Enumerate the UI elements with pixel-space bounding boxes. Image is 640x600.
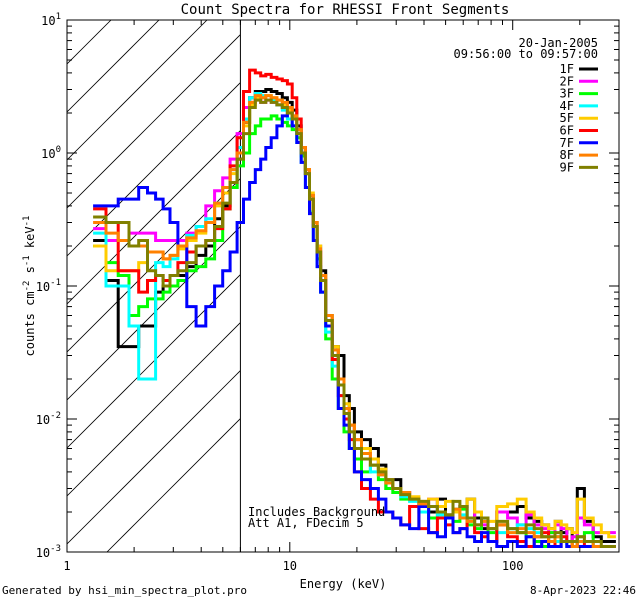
x-axis-label: Energy (keV) [300, 577, 387, 591]
y-tick-label: 10-2 [36, 411, 61, 427]
note-background: Includes Background [248, 505, 385, 519]
series-6f-line [93, 68, 616, 548]
legend-label-1f: 1F [560, 62, 574, 76]
plot-frame [66, 19, 620, 553]
x-axis: 1 10 100 [63, 20, 620, 573]
generation-timestamp: 8-Apr-2023 22:46 [530, 584, 636, 597]
legend-label-9f: 9F [560, 160, 574, 174]
legend-label-7f: 7F [560, 136, 574, 150]
series-1f-line [93, 88, 616, 543]
hatch-line [67, 34, 241, 209]
y-axis-label: counts cm-2 s-1 keV-1 [22, 216, 37, 357]
hatch-line [67, 20, 160, 113]
legend-label-2f: 2F [560, 74, 574, 88]
hatch-line [67, 20, 208, 161]
series-5f-line [93, 94, 616, 539]
legend-label-8f: 8F [560, 148, 574, 162]
legend-label-6f: 6F [560, 124, 574, 138]
note-attenuator: Att A1, FDecim 5 [248, 516, 364, 530]
y-tick-label: 101 [41, 12, 61, 28]
chart-title: Count Spectra for RHESSI Front Segments [181, 2, 510, 18]
legend-label-3f: 3F [560, 87, 574, 101]
legend-label-4f: 4F [560, 99, 574, 113]
y-axis: 10-3 10-2 10-1 100 101 [36, 12, 619, 560]
series-7f-line [93, 111, 616, 548]
x-tick-label: 10 [283, 559, 297, 573]
series-lines [93, 68, 616, 548]
x-tick-label: 1 [63, 559, 70, 573]
hatch-line [67, 274, 241, 449]
generated-by: Generated by hsi_min_spectra_plot.pro [2, 584, 247, 597]
hatch-line [67, 322, 241, 497]
date-label: 20-Jan-2005 [519, 36, 598, 50]
series-2f-line [93, 96, 616, 543]
series-8f-line [93, 94, 616, 548]
legend-label-5f: 5F [560, 111, 574, 125]
y-tick-label: 10-1 [36, 278, 61, 294]
series-4f-line [93, 92, 616, 548]
hatch-line [106, 418, 241, 552]
y-tick-label: 100 [41, 145, 61, 161]
x-tick-label: 100 [502, 559, 524, 573]
background-hatch-region [67, 20, 241, 552]
time-range-label: 09:56:00 to 09:57:00 [454, 47, 599, 61]
hatch-line [67, 370, 241, 545]
y-tick-label: 10-3 [36, 544, 61, 560]
series-9f-line [93, 98, 616, 548]
hatch-line [67, 226, 241, 401]
series-3f-line [93, 114, 616, 548]
